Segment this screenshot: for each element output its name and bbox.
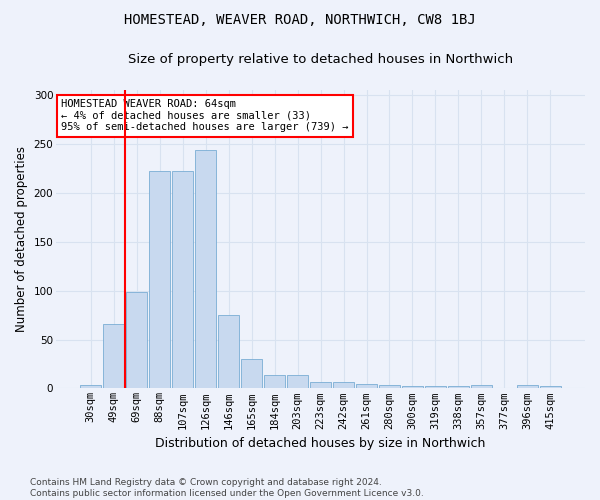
Bar — [333, 382, 354, 388]
Bar — [172, 172, 193, 388]
Bar — [402, 386, 423, 388]
Text: HOMESTEAD WEAVER ROAD: 64sqm
← 4% of detached houses are smaller (33)
95% of sem: HOMESTEAD WEAVER ROAD: 64sqm ← 4% of det… — [61, 99, 349, 132]
Bar — [310, 382, 331, 388]
Bar — [195, 150, 216, 388]
Bar — [287, 374, 308, 388]
Y-axis label: Number of detached properties: Number of detached properties — [15, 146, 28, 332]
X-axis label: Distribution of detached houses by size in Northwich: Distribution of detached houses by size … — [155, 437, 486, 450]
Bar — [540, 386, 561, 388]
Bar — [149, 172, 170, 388]
Bar — [264, 374, 285, 388]
Bar — [241, 359, 262, 388]
Bar — [103, 324, 124, 388]
Bar — [425, 386, 446, 388]
Bar — [218, 315, 239, 388]
Text: Contains HM Land Registry data © Crown copyright and database right 2024.
Contai: Contains HM Land Registry data © Crown c… — [30, 478, 424, 498]
Bar — [80, 386, 101, 388]
Bar — [379, 386, 400, 388]
Bar — [471, 386, 492, 388]
Text: HOMESTEAD, WEAVER ROAD, NORTHWICH, CW8 1BJ: HOMESTEAD, WEAVER ROAD, NORTHWICH, CW8 1… — [124, 12, 476, 26]
Bar — [517, 386, 538, 388]
Bar — [356, 384, 377, 388]
Bar — [126, 292, 147, 388]
Title: Size of property relative to detached houses in Northwich: Size of property relative to detached ho… — [128, 52, 513, 66]
Bar — [448, 386, 469, 388]
